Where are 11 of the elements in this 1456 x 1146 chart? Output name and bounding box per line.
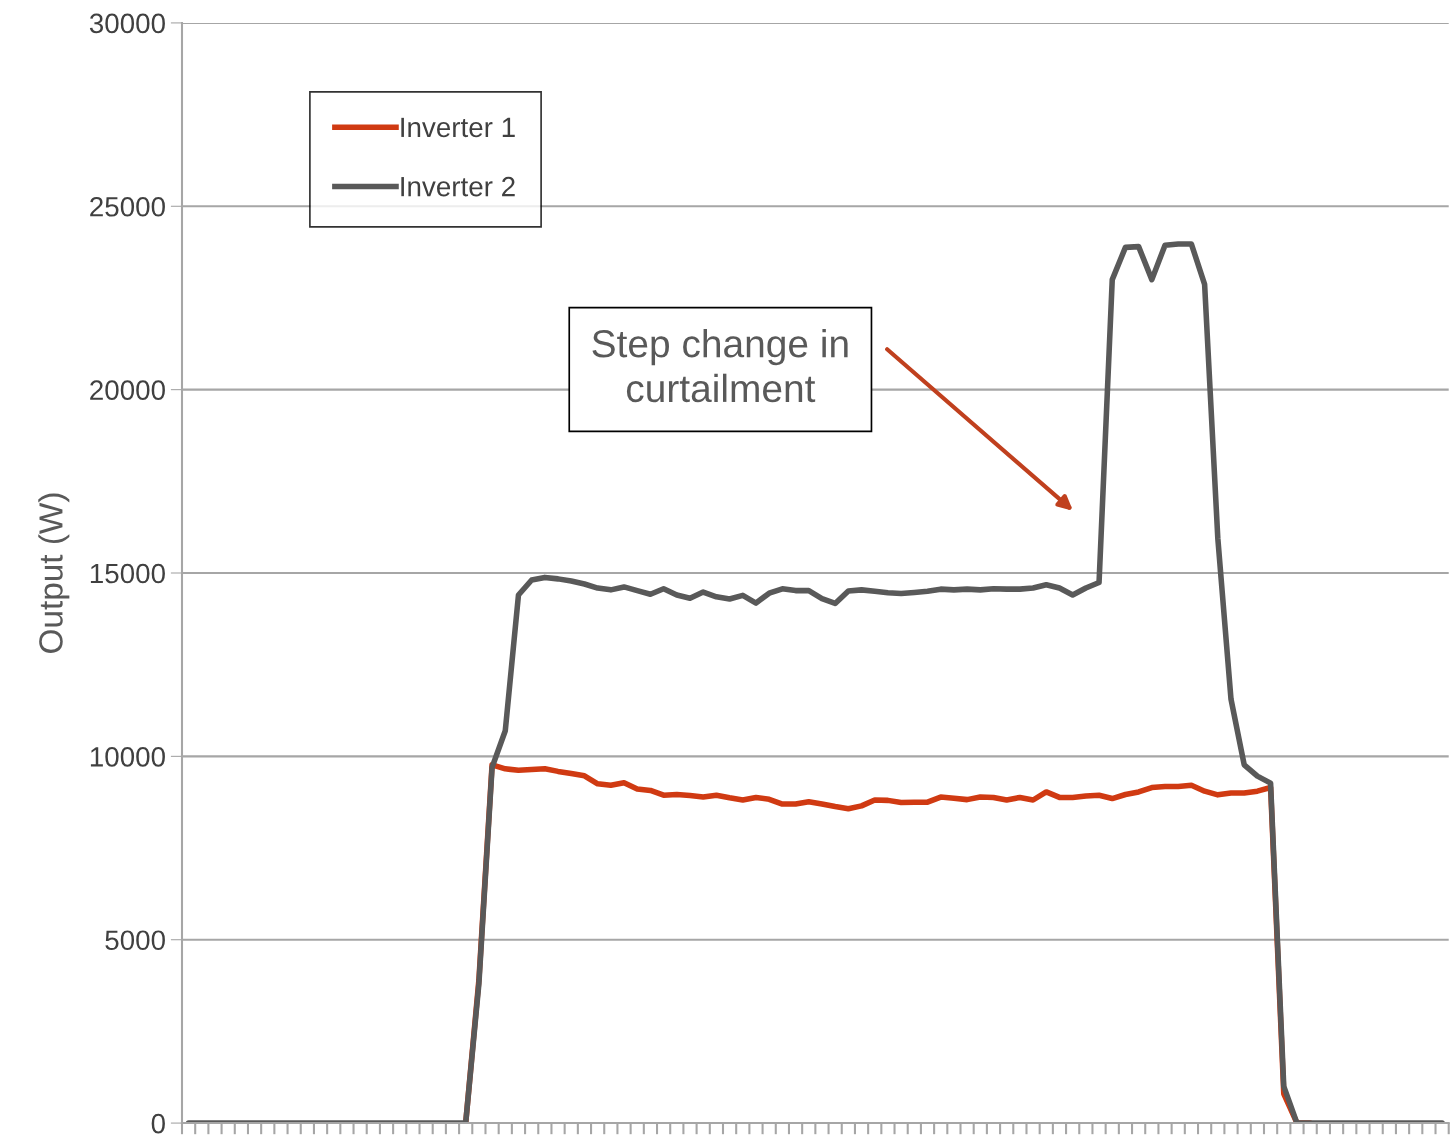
y-tick-label: 10000 (90, 747, 165, 767)
legend-label: Inverter 1 (401, 117, 515, 138)
y-tick-label: 25000 (90, 196, 165, 217)
y-axis-title: Output (W) (38, 493, 70, 653)
legend-label: Inverter 2 (401, 176, 515, 197)
annotation: Step change in curtailment (592, 328, 848, 403)
y-tick-label: 15000 (90, 563, 165, 584)
y-tick-label: 0 (151, 1113, 165, 1134)
y-tick-label: 20000 (90, 380, 165, 400)
y-tick-label: 30000 (89, 13, 165, 34)
y-tick-label: 5000 (105, 930, 165, 951)
